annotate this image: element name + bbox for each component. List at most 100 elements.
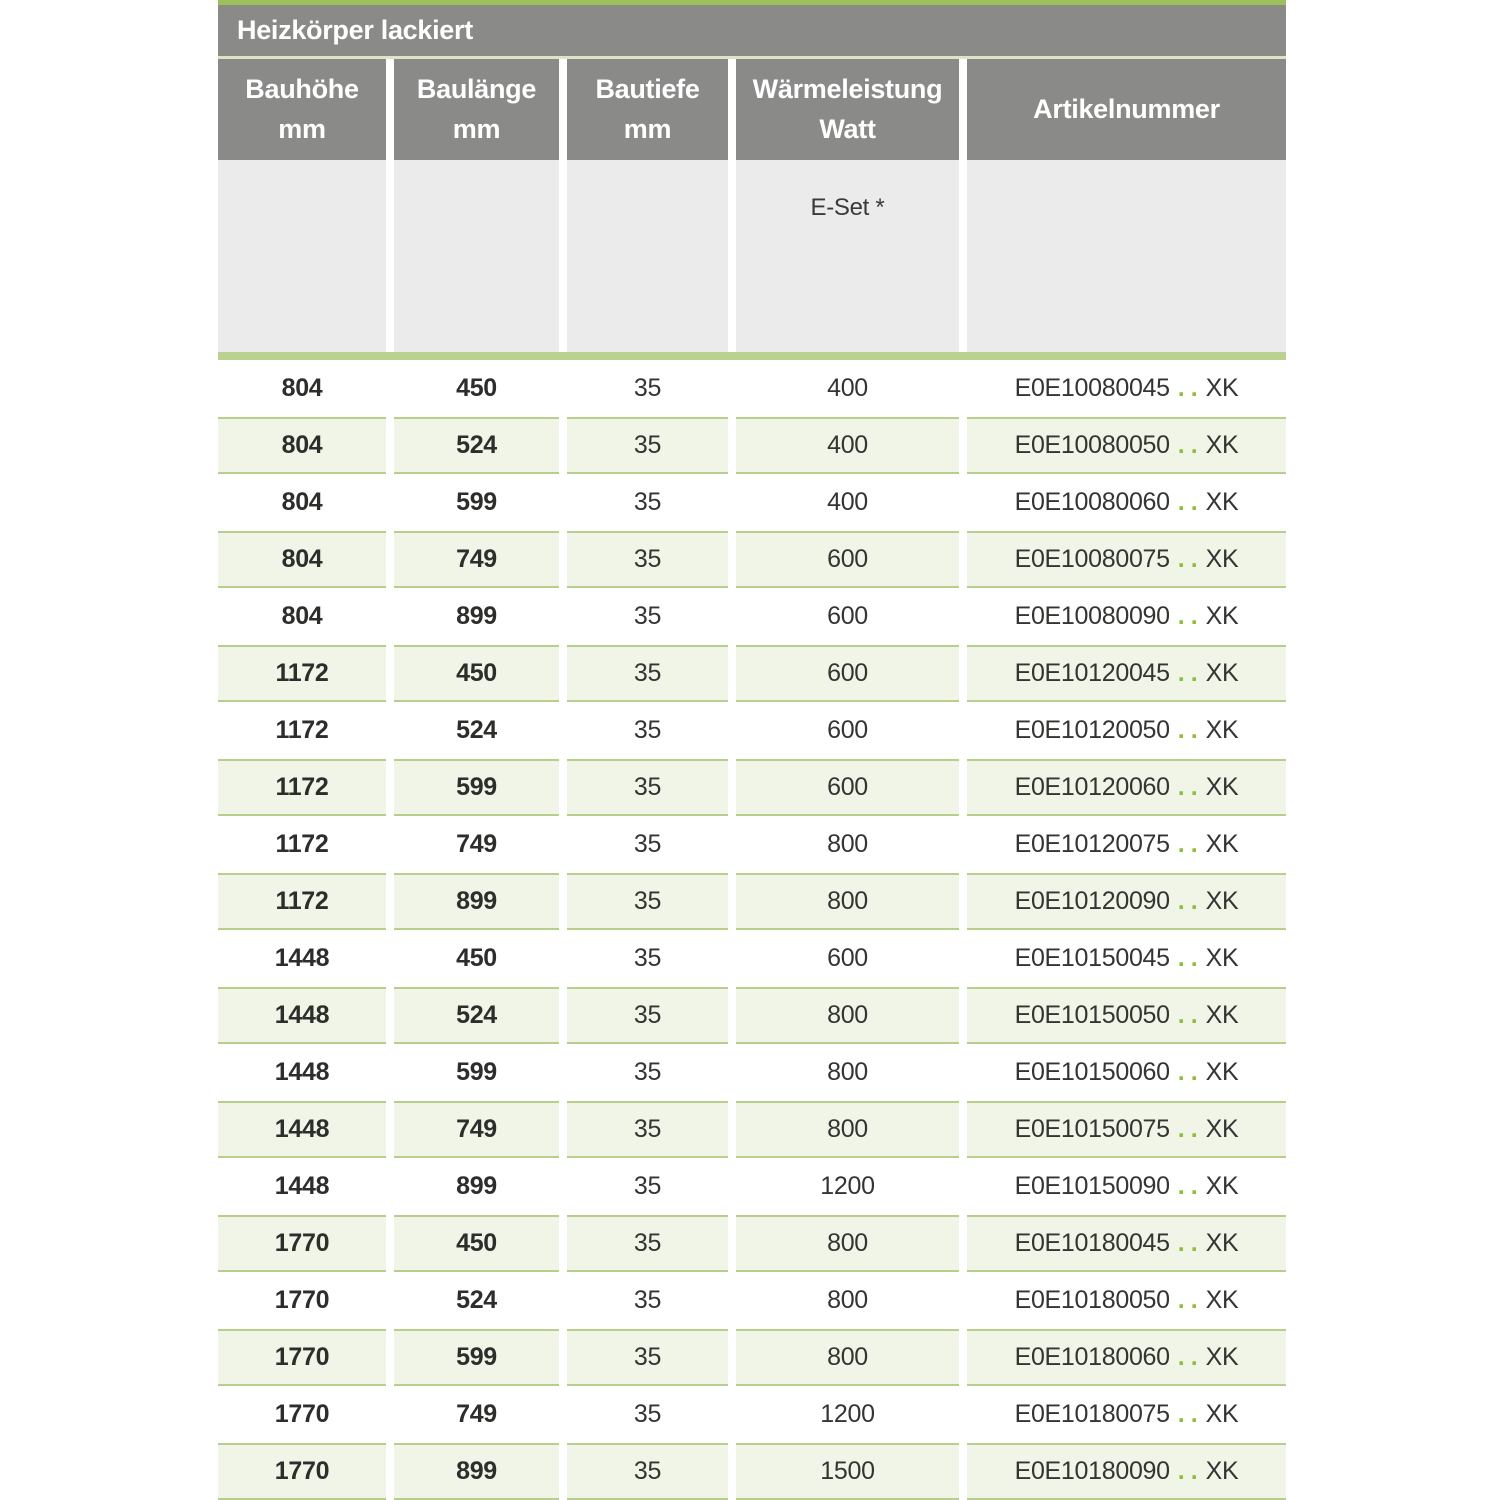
artikel-placeholder-dots: .. xyxy=(1177,716,1204,744)
cell-bauhoehe: 804 xyxy=(218,474,386,531)
artikel-suffix: XK xyxy=(1205,1115,1239,1143)
cell-artikelnummer: E0E10120050.. XK xyxy=(967,702,1286,759)
cell-bautiefe: 35 xyxy=(567,474,728,531)
cell-baulaenge: 450 xyxy=(394,645,559,702)
table-title: Heizkörper lackiert xyxy=(237,15,473,45)
cell-waermeleistung: 800 xyxy=(736,1329,959,1386)
cell-baulaenge: 749 xyxy=(394,1101,559,1158)
cell-bautiefe: 35 xyxy=(567,987,728,1044)
table-row: 1448 749 35 800 E0E10150075.. XK xyxy=(218,1101,1286,1158)
table-title-bar: Heizkörper lackiert xyxy=(218,5,1286,56)
table-row: 1172 524 35 600 E0E10120050.. XK xyxy=(218,702,1286,759)
artikel-code: E0E10080050 xyxy=(1014,431,1170,459)
artikel-suffix: XK xyxy=(1205,659,1239,687)
cell-baulaenge: 899 xyxy=(394,588,559,645)
cell-artikelnummer: E0E10180045.. XK xyxy=(967,1215,1286,1272)
cell-bauhoehe: 1172 xyxy=(218,702,386,759)
artikel-placeholder-dots: .. xyxy=(1177,1172,1204,1200)
table-row: 1770 450 35 800 E0E10180045.. XK xyxy=(218,1215,1286,1272)
cell-artikelnummer: E0E10120060.. XK xyxy=(967,759,1286,816)
artikel-placeholder-dots: .. xyxy=(1177,1400,1204,1428)
cell-waermeleistung: 1200 xyxy=(736,1158,959,1215)
cell-baulaenge: 899 xyxy=(394,873,559,930)
cell-bauhoehe: 1448 xyxy=(218,930,386,987)
cell-bautiefe: 35 xyxy=(567,417,728,474)
cell-artikelnummer: E0E10120090.. XK xyxy=(967,873,1286,930)
cell-artikelnummer: E0E10180050.. XK xyxy=(967,1272,1286,1329)
cell-waermeleistung: 600 xyxy=(736,759,959,816)
artikel-suffix: XK xyxy=(1205,488,1239,516)
cell-bauhoehe: 1448 xyxy=(218,987,386,1044)
cell-bautiefe: 35 xyxy=(567,588,728,645)
artikel-suffix: XK xyxy=(1205,1457,1239,1485)
cell-waermeleistung: 800 xyxy=(736,1101,959,1158)
cell-artikelnummer: E0E10150090.. XK xyxy=(967,1158,1286,1215)
eset-label: E-Set * xyxy=(810,194,885,221)
cell-bauhoehe: 804 xyxy=(218,417,386,474)
cell-artikelnummer: E0E10150060.. XK xyxy=(967,1044,1286,1101)
cell-bautiefe: 35 xyxy=(567,1158,728,1215)
cell-artikelnummer: E0E10180075.. XK xyxy=(967,1386,1286,1443)
cell-baulaenge: 524 xyxy=(394,417,559,474)
artikel-code: E0E10180045 xyxy=(1014,1229,1170,1257)
cell-bauhoehe: 1172 xyxy=(218,816,386,873)
artikel-suffix: XK xyxy=(1205,944,1239,972)
artikel-code: E0E10120045 xyxy=(1014,659,1170,687)
cell-baulaenge: 599 xyxy=(394,474,559,531)
table-row: 1448 599 35 800 E0E10150060.. XK xyxy=(218,1044,1286,1101)
cell-bautiefe: 35 xyxy=(567,873,728,930)
cell-waermeleistung: 400 xyxy=(736,360,959,417)
cell-baulaenge: 450 xyxy=(394,360,559,417)
artikel-suffix: XK xyxy=(1205,773,1239,801)
subheader-cell-bauhoehe xyxy=(218,160,386,352)
cell-baulaenge: 450 xyxy=(394,930,559,987)
cell-bautiefe: 35 xyxy=(567,1329,728,1386)
table-row: 1770 749 35 1200 E0E10180075.. XK xyxy=(218,1386,1286,1443)
cell-artikelnummer: E0E10120075.. XK xyxy=(967,816,1286,873)
table-row: 1448 899 35 1200 E0E10150090.. XK xyxy=(218,1158,1286,1215)
cell-baulaenge: 599 xyxy=(394,1044,559,1101)
top-accent-line xyxy=(218,0,1286,5)
cell-baulaenge: 524 xyxy=(394,1272,559,1329)
artikel-placeholder-dots: .. xyxy=(1177,1058,1204,1086)
artikel-code: E0E10080090 xyxy=(1014,602,1170,630)
column-header-unit: mm xyxy=(278,114,326,144)
cell-baulaenge: 749 xyxy=(394,531,559,588)
cell-baulaenge: 524 xyxy=(394,987,559,1044)
cell-artikelnummer: E0E10180060.. XK xyxy=(967,1329,1286,1386)
artikel-code: E0E10150060 xyxy=(1014,1058,1170,1086)
column-header-label: Bautiefe xyxy=(595,74,700,104)
cell-artikelnummer: E0E10150050.. XK xyxy=(967,987,1286,1044)
table-row: 1448 450 35 600 E0E10150045.. XK xyxy=(218,930,1286,987)
cell-bautiefe: 35 xyxy=(567,360,728,417)
cell-bautiefe: 35 xyxy=(567,1386,728,1443)
cell-waermeleistung: 600 xyxy=(736,645,959,702)
cell-waermeleistung: 800 xyxy=(736,1044,959,1101)
table-row: 804 524 35 400 E0E10080050.. XK xyxy=(218,417,1286,474)
cell-artikelnummer: E0E10080060.. XK xyxy=(967,474,1286,531)
artikel-suffix: XK xyxy=(1205,545,1239,573)
artikel-suffix: XK xyxy=(1205,431,1239,459)
subheader-row: E-Set * xyxy=(218,160,1286,352)
cell-artikelnummer: E0E10080050.. XK xyxy=(967,417,1286,474)
table-row: 804 899 35 600 E0E10080090.. XK xyxy=(218,588,1286,645)
table-row: 1770 599 35 800 E0E10180060.. XK xyxy=(218,1329,1286,1386)
artikel-code: E0E10150045 xyxy=(1014,944,1170,972)
cell-waermeleistung: 1500 xyxy=(736,1443,959,1500)
artikel-code: E0E10180050 xyxy=(1014,1286,1170,1314)
cell-bauhoehe: 1448 xyxy=(218,1158,386,1215)
artikel-suffix: XK xyxy=(1205,1400,1239,1428)
artikel-placeholder-dots: .. xyxy=(1177,1115,1204,1143)
table-row: 1448 524 35 800 E0E10150050.. XK xyxy=(218,987,1286,1044)
cell-bauhoehe: 1172 xyxy=(218,645,386,702)
cell-artikelnummer: E0E10180090.. XK xyxy=(967,1443,1286,1500)
artikel-suffix: XK xyxy=(1205,1001,1239,1029)
cell-artikelnummer: E0E10120045.. XK xyxy=(967,645,1286,702)
table-row: 1770 524 35 800 E0E10180050.. XK xyxy=(218,1272,1286,1329)
cell-waermeleistung: 600 xyxy=(736,930,959,987)
column-header-unit: mm xyxy=(452,114,501,144)
cell-bauhoehe: 804 xyxy=(218,360,386,417)
cell-baulaenge: 899 xyxy=(394,1158,559,1215)
cell-waermeleistung: 400 xyxy=(736,417,959,474)
